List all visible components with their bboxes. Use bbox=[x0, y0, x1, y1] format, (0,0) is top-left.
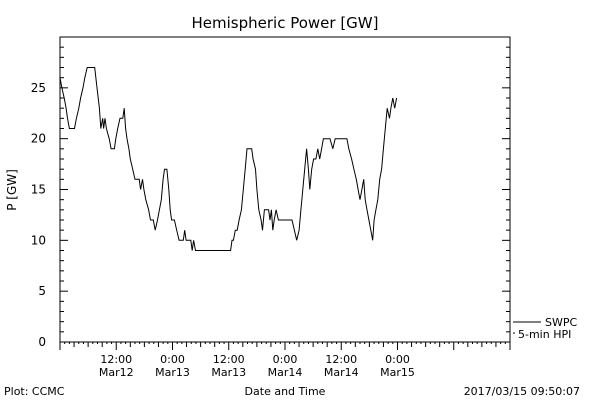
x-tick-date-label: Mar14 bbox=[324, 366, 359, 379]
x-axis-label: Date and Time bbox=[245, 385, 326, 398]
y-tick-label: 0 bbox=[38, 335, 46, 349]
x-tick-time-label: 12:00 bbox=[325, 353, 357, 366]
x-tick-time-label: 12:00 bbox=[100, 353, 132, 366]
y-tick-label: 10 bbox=[31, 233, 46, 247]
chart-title: Hemispheric Power [GW] bbox=[192, 14, 379, 32]
y-axis-label: P [GW] bbox=[5, 169, 19, 211]
x-axis: 12:00Mar120:00Mar1312:00Mar130:00Mar1412… bbox=[59, 342, 511, 379]
x-tick-date-label: Mar13 bbox=[155, 366, 190, 379]
x-tick-time-label: 0:00 bbox=[160, 353, 185, 366]
plot-timestamp: 2017/03/15 09:50:07 bbox=[464, 385, 580, 398]
y-tick-label: 5 bbox=[38, 284, 46, 298]
series-line-5min-hpi bbox=[59, 67, 398, 251]
x-tick-time-label: 0:00 bbox=[273, 353, 298, 366]
x-tick-date-label: Mar13 bbox=[211, 366, 246, 379]
legend-swpc-label: SWPC bbox=[545, 316, 577, 329]
y-axis: 0 5 10 15 20 25 bbox=[31, 36, 510, 349]
plot-frame bbox=[59, 36, 511, 343]
x-tick-date-label: Mar12 bbox=[99, 366, 134, 379]
plot-credit: Plot: CCMC bbox=[4, 385, 65, 398]
x-tick-date-label: Mar15 bbox=[380, 366, 415, 379]
legend: SWPC 5-min HPI bbox=[513, 316, 577, 341]
y-tick-label: 25 bbox=[31, 81, 46, 95]
x-tick-time-label: 0:00 bbox=[385, 353, 410, 366]
y-tick-label: 20 bbox=[31, 132, 46, 146]
legend-5min-hpi-label: 5-min HPI bbox=[518, 328, 571, 341]
x-tick-date-label: Mar14 bbox=[268, 366, 303, 379]
x-tick-time-label: 12:00 bbox=[213, 353, 245, 366]
y-tick-label: 15 bbox=[31, 183, 46, 197]
